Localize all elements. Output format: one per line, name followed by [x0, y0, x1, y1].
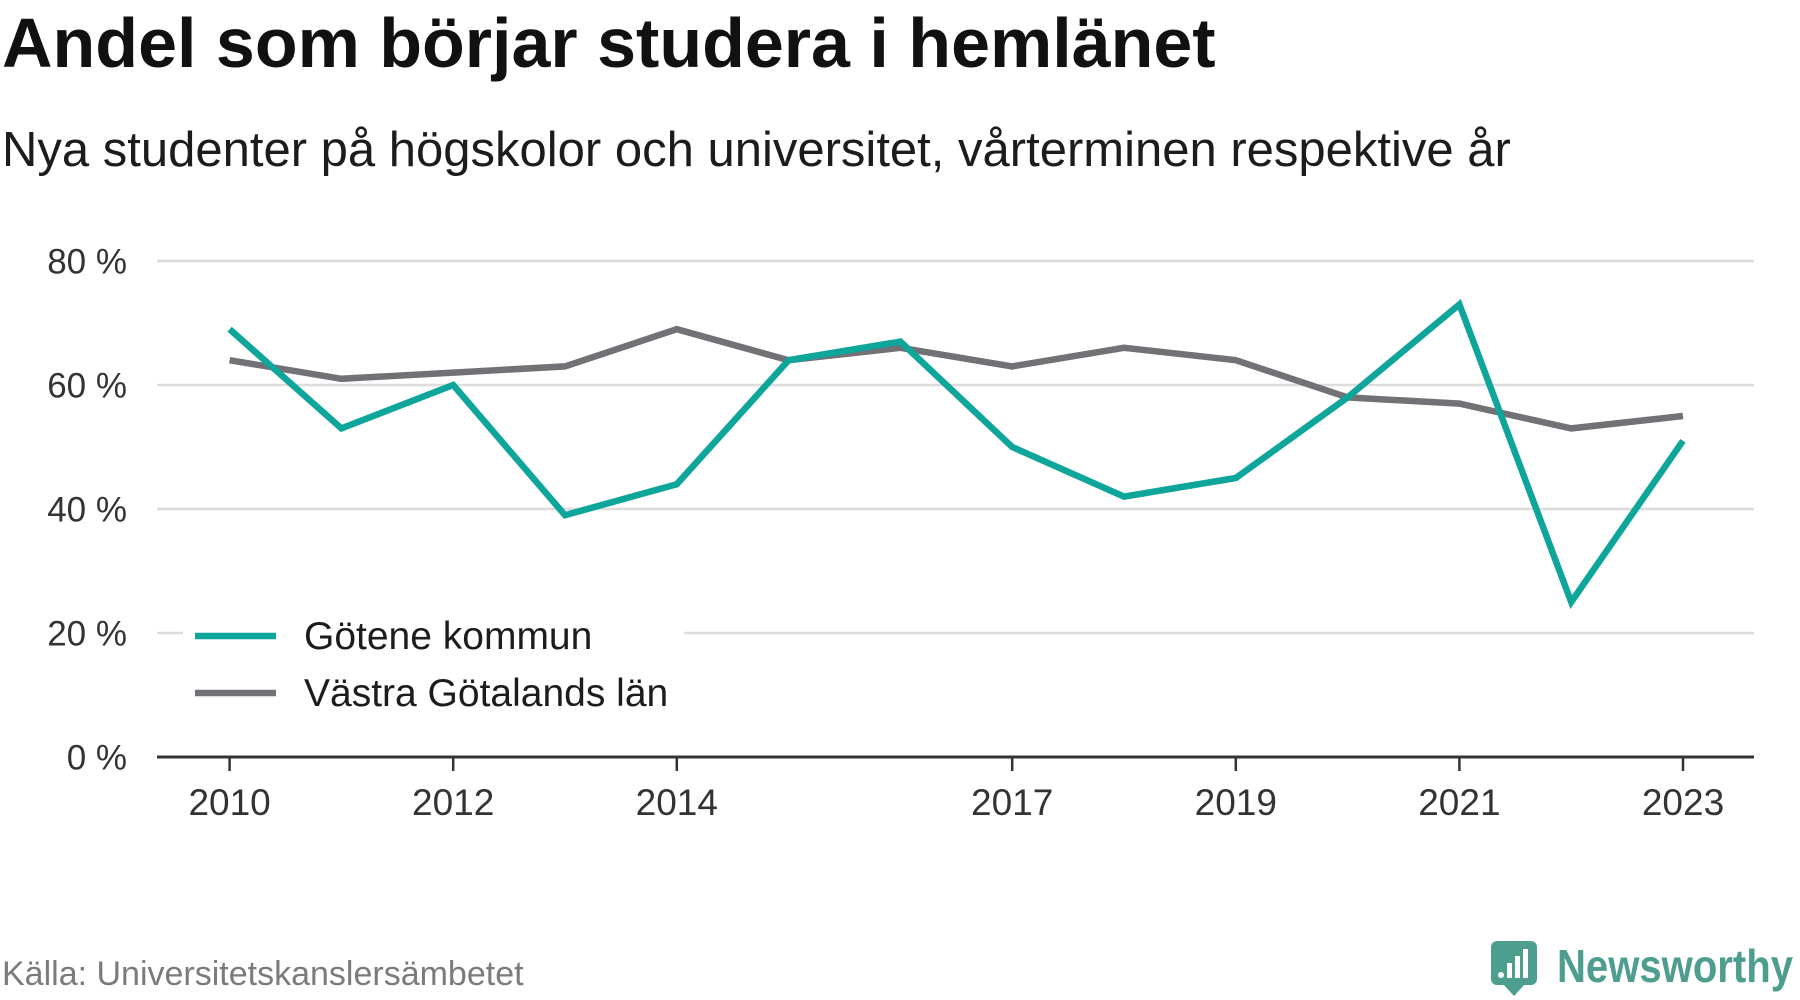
legend-background [183, 604, 684, 726]
x-tick-label: 2014 [636, 782, 718, 823]
logo-icon-badge [1491, 941, 1537, 985]
legend-label-gotene-kommun: Götene kommun [304, 615, 592, 658]
y-tick-label: 0 % [67, 739, 127, 778]
logo-icon-bar [1523, 949, 1528, 978]
y-tick-label: 20 % [47, 615, 127, 654]
x-tick-label: 2017 [971, 782, 1053, 823]
newsworthy-logo: Newsworthy [1491, 940, 1793, 996]
logo-icon-pointer [1503, 984, 1525, 996]
x-tick-label: 2012 [412, 782, 494, 823]
legend: Götene kommun Västra Götalands län [183, 604, 684, 726]
source-note: Källa: Universitetskanslersämbetet [2, 955, 524, 993]
x-tick-label: 2023 [1642, 782, 1724, 823]
y-axis: 0 % 20 % 40 % 60 % 80 % [47, 243, 127, 778]
gridlines [157, 259, 1754, 635]
series-lines [227, 298, 1686, 609]
y-tick-label: 80 % [47, 243, 127, 282]
chart-subtitle: Nya studenter på högskolor och universit… [2, 123, 1511, 177]
series-line-vastra-gotalands-lan [229, 325, 1684, 432]
newsworthy-logo-icon [1491, 941, 1537, 996]
x-axis: 2010 2012 2014 2017 2019 2021 2023 [157, 755, 1754, 823]
x-tick-label: 2010 [188, 782, 270, 823]
logo-icon-dot [1498, 972, 1504, 978]
logo-icon-bar [1507, 963, 1512, 978]
chart-title: Andel som börjar studera i hemlänet [2, 4, 1216, 82]
y-tick-label: 60 % [47, 367, 127, 406]
y-tick-label: 40 % [47, 491, 127, 530]
logo-wordmark: Newsworthy [1557, 940, 1793, 992]
x-tick-label: 2021 [1418, 782, 1500, 823]
series-line-gotene-kommun [227, 298, 1686, 609]
x-tick-label: 2019 [1195, 782, 1277, 823]
logo-icon-bar [1515, 956, 1520, 978]
legend-label-vastra-gotalands-lan: Västra Götalands län [304, 672, 668, 715]
